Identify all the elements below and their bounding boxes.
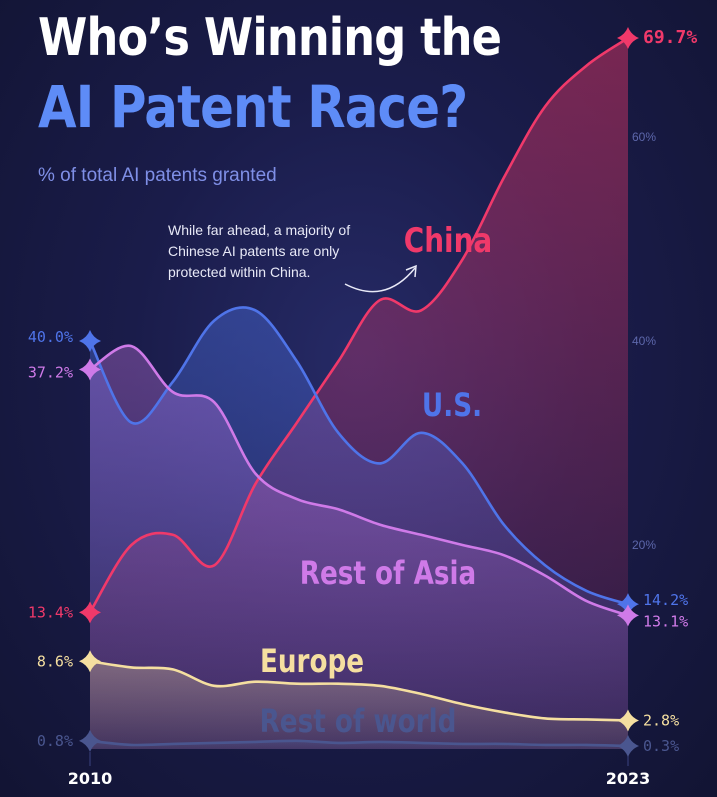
end-marker-u-s xyxy=(617,593,639,616)
subtitle: % of total AI patents granted xyxy=(38,165,277,186)
start-value-rest-of-world: 0.8% xyxy=(37,732,73,750)
area-rest-of-asia xyxy=(90,345,628,749)
end-value-u-s: 14.2% xyxy=(643,591,688,609)
end-marker-europe xyxy=(617,709,639,732)
x-tick-label-2010: 2010 xyxy=(68,769,113,788)
series-label-europe: Europe xyxy=(260,642,364,679)
start-marker-u-s xyxy=(79,330,101,352)
series-label-u-s: U.S. xyxy=(422,386,482,423)
line-rest-of-world xyxy=(89,739,629,748)
area-europe xyxy=(90,661,628,749)
end-value-china: 69.7% xyxy=(643,27,697,48)
start-marker-china xyxy=(79,601,101,624)
end-value-rest-of-asia: 13.1% xyxy=(643,612,688,630)
start-marker-rest-of-world xyxy=(79,729,101,752)
line-china xyxy=(88,37,629,613)
y-tick-20: 20% xyxy=(632,538,656,552)
y-tick-60: 60% xyxy=(632,130,656,144)
start-value-china: 13.4% xyxy=(28,603,73,621)
line-rest-of-asia xyxy=(89,344,629,617)
start-value-u-s: 40.0% xyxy=(28,328,73,346)
line-u-s xyxy=(88,306,629,606)
series-label-rest-of-world: Rest of world xyxy=(260,702,457,739)
end-marker-china xyxy=(617,27,639,50)
start-marker-europe xyxy=(79,650,101,673)
line-europe xyxy=(89,660,629,722)
title-line-1: Who’s Winning the xyxy=(38,8,502,68)
series-label-rest-of-asia: Rest of Asia xyxy=(300,554,476,591)
y-tick-40: 40% xyxy=(632,334,656,348)
x-tick-label-2023: 2023 xyxy=(606,769,651,788)
end-value-europe: 2.8% xyxy=(643,711,679,729)
end-marker-rest-of-asia xyxy=(617,604,639,627)
annotation-arrowhead xyxy=(405,264,417,278)
end-value-rest-of-world: 0.3% xyxy=(643,737,679,755)
start-value-europe: 8.6% xyxy=(37,652,73,670)
start-marker-rest-of-asia xyxy=(79,358,101,381)
title-line-2: AI Patent Race? xyxy=(38,73,468,141)
start-value-rest-of-asia: 37.2% xyxy=(28,364,73,382)
series-label-china: China xyxy=(404,221,492,260)
annotation-arrow xyxy=(344,267,416,293)
end-marker-rest-of-world xyxy=(617,734,639,757)
annotation-text: While far ahead, a majority of Chinese A… xyxy=(168,222,351,280)
